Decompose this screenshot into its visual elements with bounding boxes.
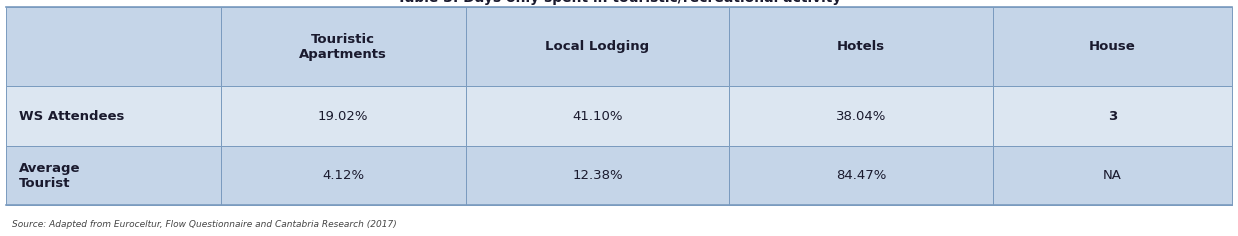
- Text: 41.10%: 41.10%: [572, 110, 623, 123]
- Bar: [729, 86, 993, 146]
- Bar: [993, 86, 1232, 146]
- Bar: [6, 86, 220, 146]
- Text: 12.38%: 12.38%: [572, 169, 623, 182]
- Bar: [465, 146, 729, 205]
- Bar: [220, 86, 465, 146]
- Text: Hotels: Hotels: [837, 40, 885, 53]
- Text: WS Attendees: WS Attendees: [19, 110, 124, 123]
- Text: NA: NA: [1103, 169, 1122, 182]
- Bar: [220, 146, 465, 205]
- Bar: [465, 7, 729, 86]
- Text: House: House: [1089, 40, 1135, 53]
- Text: 4.12%: 4.12%: [322, 169, 364, 182]
- Bar: [993, 146, 1232, 205]
- Text: Touristic
Apartments: Touristic Apartments: [300, 33, 387, 61]
- Bar: [6, 7, 220, 86]
- Bar: [729, 146, 993, 205]
- Bar: [6, 146, 220, 205]
- Text: Source: Adapted from Euroceltur, Flow Questionnaire and Cantabria Research (2017: Source: Adapted from Euroceltur, Flow Qu…: [12, 220, 397, 229]
- Bar: [220, 7, 465, 86]
- Text: 84.47%: 84.47%: [836, 169, 886, 182]
- Text: 19.02%: 19.02%: [318, 110, 369, 123]
- Text: 38.04%: 38.04%: [836, 110, 886, 123]
- Text: 3: 3: [1108, 110, 1117, 123]
- Bar: [729, 7, 993, 86]
- Text: Local Lodging: Local Lodging: [546, 40, 650, 53]
- Bar: [993, 7, 1232, 86]
- Bar: [465, 86, 729, 146]
- Text: Average
Tourist: Average Tourist: [19, 162, 80, 190]
- Text: Table 3: Days only spent in touristic/recreational activity: Table 3: Days only spent in touristic/re…: [397, 0, 841, 5]
